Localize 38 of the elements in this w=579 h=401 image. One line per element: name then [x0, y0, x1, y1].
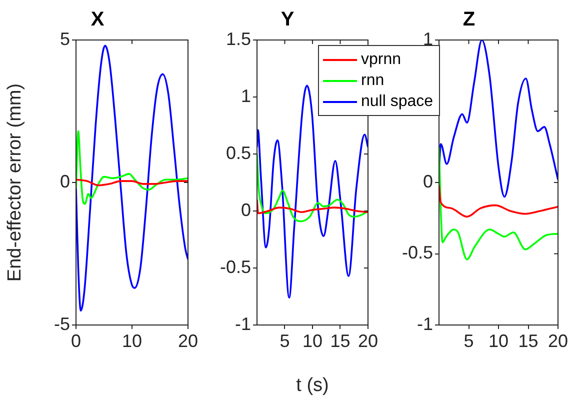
- legend-label: null space: [360, 92, 434, 110]
- x-tick-label: 5: [280, 330, 290, 351]
- line-series: [439, 40, 558, 198]
- y-tick-label: 1: [422, 28, 433, 49]
- x-tick-label: 20: [178, 330, 198, 351]
- x-tick-label: 5: [464, 330, 474, 351]
- y-tick-label: 5: [60, 28, 70, 49]
- line-series: [76, 130, 188, 205]
- line-series: [76, 44, 188, 312]
- y-tick-label: -1: [234, 314, 251, 334]
- y-tick-label: 0: [422, 171, 433, 192]
- y-axis-title: End-effector error (mm): [4, 83, 26, 282]
- x-tick-label: 15: [330, 330, 350, 351]
- legend-label: vprnn: [360, 50, 402, 68]
- line-series: [439, 184, 558, 218]
- x-tick-label: 20: [358, 330, 378, 351]
- x-tick-label: 10: [302, 330, 323, 351]
- x-tick-label: 15: [518, 330, 538, 351]
- chart-title: Y: [280, 8, 295, 31]
- y-tick-label: 0: [60, 171, 70, 192]
- y-tick-label: -0.5: [220, 256, 251, 277]
- x-tick-label: 10: [122, 330, 142, 351]
- x-tick-label: 10: [488, 330, 509, 351]
- y-tick-label: 0.5: [226, 142, 251, 163]
- y-tick-label: -1: [416, 314, 433, 334]
- line-series: [257, 153, 368, 222]
- chart-title: X: [90, 8, 105, 31]
- y-tick-label: 1.5: [226, 28, 251, 49]
- legend-label: rnn: [360, 72, 384, 90]
- y-tick-label: -5: [54, 314, 70, 334]
- y-tick-label: 0: [240, 200, 251, 220]
- x-axis-title: t (s): [296, 374, 329, 396]
- line-series: [257, 198, 368, 214]
- y-tick-label: 1: [240, 86, 251, 106]
- y-tick-label: -0.5: [402, 242, 433, 263]
- line-series: [439, 146, 558, 260]
- x-tick-label: 20: [548, 330, 568, 351]
- chart-title: Z: [462, 8, 476, 31]
